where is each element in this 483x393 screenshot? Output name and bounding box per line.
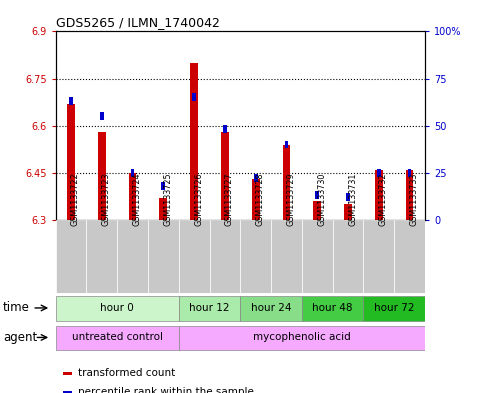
Bar	[252, 179, 259, 220]
Bar	[69, 97, 73, 105]
Bar	[161, 182, 165, 190]
Bar	[56, 220, 86, 293]
Bar	[313, 201, 321, 220]
Bar	[364, 220, 394, 293]
Bar	[221, 132, 229, 220]
Bar	[63, 391, 72, 393]
Text: GSM1133723: GSM1133723	[102, 173, 111, 226]
Bar	[131, 169, 134, 177]
Bar	[128, 173, 136, 220]
Bar	[408, 169, 412, 177]
Bar	[210, 220, 240, 293]
Bar	[86, 220, 117, 293]
Bar	[284, 141, 288, 149]
Bar	[190, 63, 198, 220]
Bar	[159, 198, 167, 220]
Text: mycophenolic acid: mycophenolic acid	[253, 332, 351, 342]
Text: hour 72: hour 72	[374, 303, 414, 313]
Text: GSM1133732: GSM1133732	[379, 173, 388, 226]
Text: GSM1133722: GSM1133722	[71, 172, 80, 226]
Bar	[56, 325, 179, 351]
Bar	[100, 112, 103, 120]
Bar	[375, 170, 383, 220]
Bar	[302, 220, 333, 293]
Bar	[315, 191, 319, 199]
Bar	[56, 296, 179, 321]
Bar	[223, 125, 227, 133]
Text: GSM1133730: GSM1133730	[317, 173, 327, 226]
Text: GSM1133724: GSM1133724	[132, 173, 142, 226]
Text: GSM1133727: GSM1133727	[225, 172, 234, 226]
Text: GDS5265 / ILMN_1740042: GDS5265 / ILMN_1740042	[56, 16, 219, 29]
Text: percentile rank within the sample: percentile rank within the sample	[78, 387, 254, 393]
Bar	[344, 204, 352, 220]
Text: GSM1133726: GSM1133726	[194, 173, 203, 226]
Bar	[271, 220, 302, 293]
Bar	[148, 220, 179, 293]
Bar	[302, 296, 364, 321]
Bar	[117, 220, 148, 293]
Bar	[394, 220, 425, 293]
Text: hour 24: hour 24	[251, 303, 291, 313]
Bar	[364, 296, 425, 321]
Bar	[283, 145, 290, 220]
Bar	[240, 220, 271, 293]
Bar	[179, 296, 240, 321]
Text: hour 0: hour 0	[100, 303, 134, 313]
Text: GSM1133729: GSM1133729	[286, 172, 296, 226]
Text: transformed count: transformed count	[78, 368, 175, 378]
Text: GSM1133731: GSM1133731	[348, 173, 357, 226]
Text: agent: agent	[3, 331, 37, 344]
Bar	[98, 132, 106, 220]
Bar	[67, 104, 75, 220]
Bar	[254, 174, 257, 182]
Bar	[179, 220, 210, 293]
Bar	[179, 325, 425, 351]
Bar	[346, 193, 350, 201]
Text: GSM1133733: GSM1133733	[410, 173, 419, 226]
Text: untreated control: untreated control	[71, 332, 163, 342]
Text: time: time	[3, 301, 29, 314]
Bar	[406, 170, 413, 220]
Bar	[192, 94, 196, 101]
Text: hour 12: hour 12	[189, 303, 230, 313]
Bar	[377, 169, 381, 177]
Bar	[333, 220, 364, 293]
Bar	[63, 372, 72, 375]
Text: hour 48: hour 48	[313, 303, 353, 313]
Text: GSM1133725: GSM1133725	[163, 172, 172, 226]
Text: GSM1133728: GSM1133728	[256, 173, 265, 226]
Bar	[240, 296, 302, 321]
